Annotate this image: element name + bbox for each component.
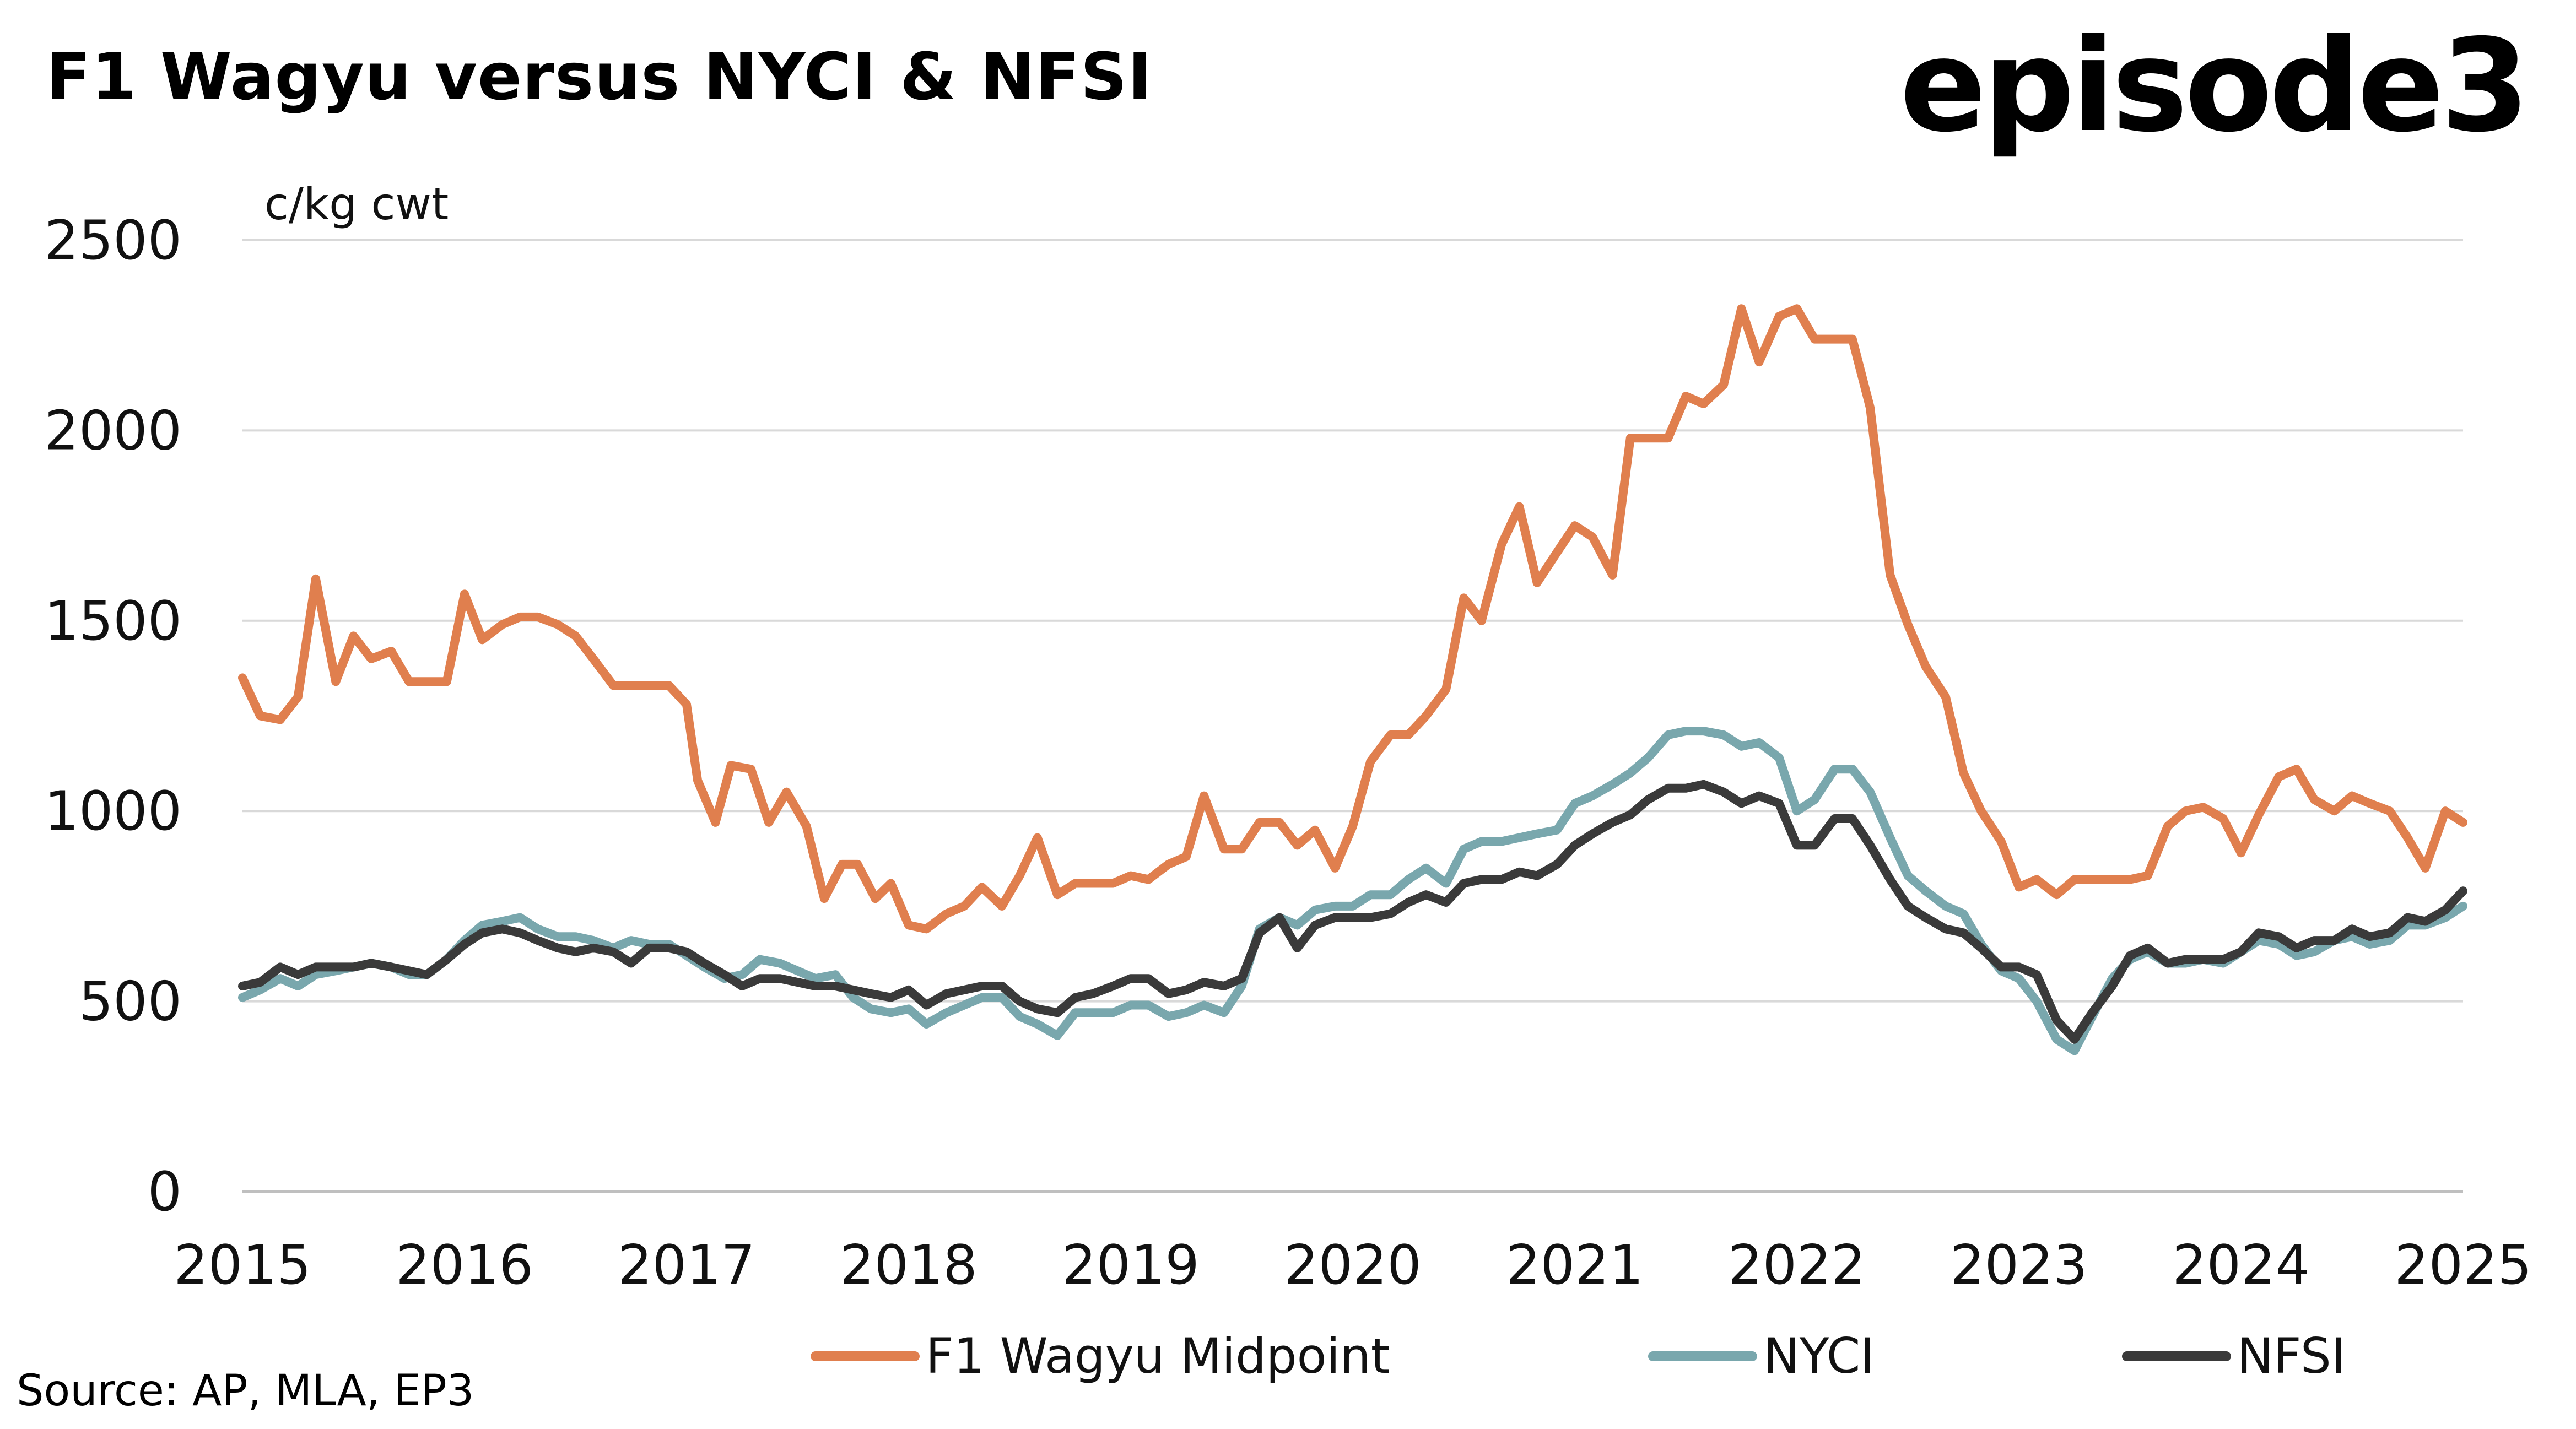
y-axis-ticks: 0 500 1000 1500 2000 2500 [45, 209, 182, 1224]
x-tick-label: 2018 [840, 1234, 977, 1297]
x-tick-label: 2022 [1728, 1234, 1865, 1297]
brand-logo: episode3 [1899, 12, 2530, 160]
x-tick-label: 2024 [2172, 1234, 2309, 1297]
x-tick-label: 2021 [1506, 1234, 1643, 1297]
series-lines [238, 304, 2467, 1055]
series-line-nfsi [238, 780, 2467, 1044]
gridlines [242, 239, 2463, 1193]
y-tick-label: 1500 [45, 590, 182, 653]
x-tick-label: 2025 [2394, 1234, 2531, 1297]
y-tick-label: 1000 [45, 780, 182, 843]
legend-label: F1 Wagyu Midpoint [926, 1328, 1390, 1384]
x-axis-ticks: 2015 2016 2017 2018 2019 2020 2021 2022 2023 2024… [174, 1234, 2531, 1297]
legend: F1 Wagyu Midpoint NYCI NFSI [811, 1328, 2346, 1384]
y-tick-label: 2500 [45, 209, 182, 272]
legend-label: NFSI [2237, 1328, 2346, 1384]
y-tick-label: 0 [148, 1161, 182, 1224]
x-tick-label: 2019 [1062, 1234, 1199, 1297]
chart-title: F1 Wagyu versus NYCI & NFSI [46, 39, 1153, 115]
x-tick-label: 2023 [1950, 1234, 2087, 1297]
y-tick-label: 2000 [45, 399, 182, 462]
x-tick-label: 2015 [174, 1234, 311, 1297]
legend-label: NYCI [1763, 1328, 1875, 1384]
series-line-nyci [238, 727, 2467, 1055]
x-tick-label: 2017 [618, 1234, 755, 1297]
x-tick-label: 2016 [396, 1234, 533, 1297]
source-note: Source: AP, MLA, EP3 [17, 1366, 474, 1416]
x-tick-label: 2020 [1284, 1234, 1421, 1297]
y-unit-label: c/kg cwt [264, 178, 449, 230]
y-tick-label: 500 [79, 971, 182, 1033]
series-line-f1-wagyu-midpoint [238, 304, 2467, 934]
